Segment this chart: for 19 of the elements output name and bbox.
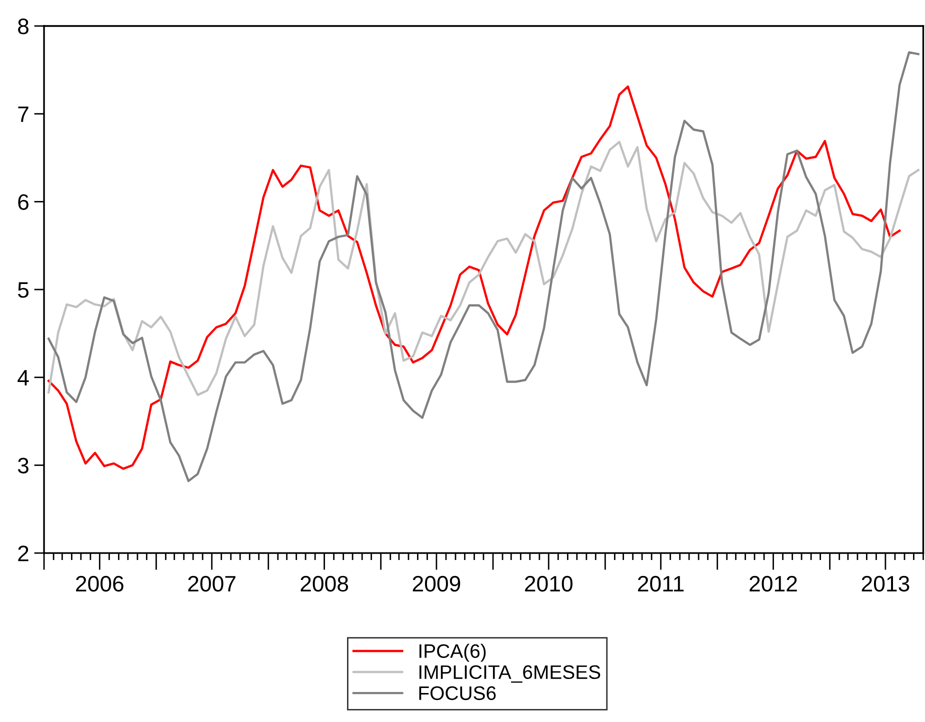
x-tick-label: 2008 (300, 576, 348, 592)
x-tick-label: 2011 (638, 576, 684, 592)
x-tick-label: 2013 (862, 576, 910, 592)
y-tick-label: 5 (18, 282, 29, 298)
line-series (48, 140, 920, 396)
y-tick-label: 3 (18, 458, 28, 474)
x-tick-label: 2012 (750, 576, 797, 592)
y-tick-label: 7 (18, 106, 28, 122)
y-tick-label: 8 (18, 18, 28, 34)
legend-label: IPCA(6) (420, 644, 486, 662)
x-tick-label: 2007 (188, 576, 236, 592)
y-tick-label: 4 (18, 370, 29, 386)
legend-label: FOCUS6 (419, 686, 496, 700)
y-tick-label: 2 (18, 546, 28, 562)
y-tick-label: 6 (18, 194, 28, 210)
x-tick-label: 2010 (525, 576, 572, 592)
legend-label: IMPLICITA_6MESES (420, 665, 600, 683)
x-tick-label: 2009 (412, 576, 460, 592)
x-tick-label: 2006 (76, 576, 124, 592)
